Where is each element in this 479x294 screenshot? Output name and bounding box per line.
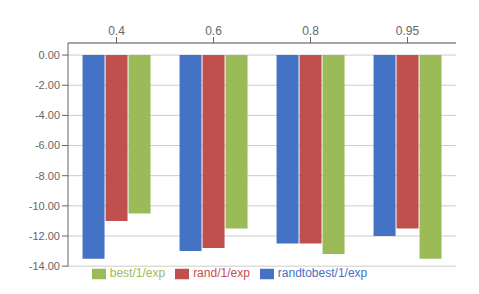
svg-text:-2.00: -2.00: [35, 79, 60, 91]
svg-text:0.00: 0.00: [39, 49, 60, 61]
svg-text:-10.00: -10.00: [29, 200, 60, 212]
svg-text:0.95: 0.95: [396, 24, 420, 38]
svg-text:-12.00: -12.00: [29, 230, 60, 242]
svg-text:-14.00: -14.00: [29, 260, 60, 272]
svg-text:-6.00: -6.00: [35, 139, 60, 151]
svg-text:-4.00: -4.00: [35, 109, 60, 121]
svg-text:-8.00: -8.00: [35, 170, 60, 182]
svg-text:0.6: 0.6: [205, 24, 222, 38]
html-text:rand/1/exp: rand/1/exp: [193, 266, 250, 281]
svg-text:0.8: 0.8: [302, 24, 319, 38]
html-text:randtobest/1/exp: randtobest/1/exp: [277, 266, 368, 281]
svg-text:0.4: 0.4: [108, 24, 125, 38]
html-text:best/1/exp: best/1/exp: [109, 266, 166, 281]
